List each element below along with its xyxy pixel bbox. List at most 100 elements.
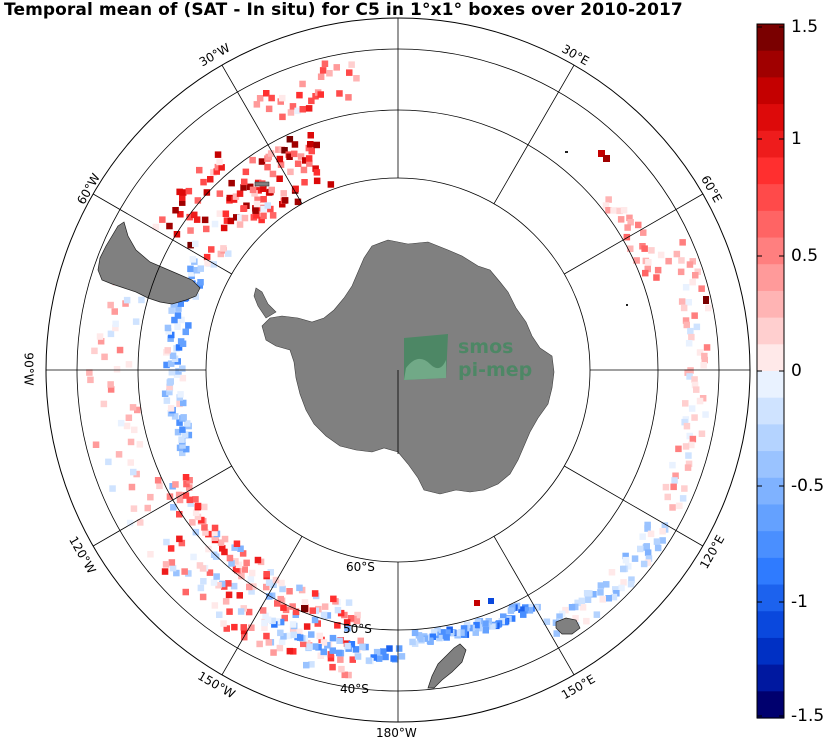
colorbar-band bbox=[757, 237, 784, 265]
data-cell bbox=[613, 590, 620, 597]
data-cell bbox=[249, 186, 257, 194]
data-cell bbox=[336, 649, 343, 657]
data-cell bbox=[633, 257, 640, 264]
data-cell bbox=[169, 352, 177, 359]
data-cell bbox=[488, 598, 494, 604]
data-cell bbox=[686, 373, 693, 380]
data-cell bbox=[373, 648, 381, 656]
data-cell bbox=[179, 199, 186, 206]
data-cell bbox=[138, 296, 145, 304]
data-cell bbox=[211, 534, 218, 541]
data-cell bbox=[329, 663, 336, 671]
data-cell bbox=[304, 639, 311, 647]
data-cell bbox=[691, 381, 699, 389]
colorbar-band bbox=[757, 504, 784, 532]
data-cell bbox=[703, 344, 711, 351]
data-cell bbox=[190, 553, 197, 561]
data-cell bbox=[673, 250, 681, 258]
data-cell bbox=[261, 619, 268, 627]
data-cell bbox=[281, 197, 289, 204]
data-cell bbox=[312, 93, 319, 100]
data-cell bbox=[334, 606, 342, 614]
data-cell bbox=[122, 300, 129, 307]
data-cell bbox=[685, 299, 692, 306]
data-cell bbox=[317, 652, 324, 659]
data-cell bbox=[430, 629, 438, 636]
data-cell bbox=[313, 141, 320, 149]
south-america-land bbox=[97, 221, 201, 305]
data-cell bbox=[320, 648, 327, 656]
data-cell bbox=[692, 272, 699, 279]
data-cell bbox=[177, 338, 185, 345]
data-cell bbox=[345, 599, 353, 606]
data-cell bbox=[136, 441, 144, 448]
colorbar-tick-m1p5: -1.5 bbox=[791, 706, 825, 726]
data-cell bbox=[177, 391, 184, 398]
data-cell bbox=[334, 622, 341, 629]
data-cell bbox=[267, 569, 274, 576]
data-cell bbox=[178, 436, 185, 443]
data-cell bbox=[186, 477, 193, 484]
data-cell bbox=[276, 175, 283, 182]
data-cell bbox=[578, 597, 586, 605]
data-cell bbox=[192, 496, 199, 503]
data-cell bbox=[608, 569, 616, 576]
antarctic-peninsula bbox=[253, 287, 277, 319]
data-cell bbox=[341, 671, 348, 679]
data-cell bbox=[166, 383, 173, 391]
data-cell bbox=[167, 405, 175, 412]
data-cell bbox=[691, 312, 698, 319]
data-cell bbox=[186, 213, 193, 221]
colorbar-band bbox=[757, 664, 784, 692]
data-cell bbox=[657, 251, 665, 259]
data-cell bbox=[415, 632, 423, 639]
data-cell bbox=[164, 347, 171, 354]
data-cell bbox=[329, 634, 337, 642]
data-cell bbox=[289, 621, 297, 628]
data-cell bbox=[134, 406, 141, 414]
data-cell bbox=[689, 278, 696, 286]
data-cell bbox=[176, 496, 184, 504]
data-cell bbox=[237, 545, 244, 552]
data-cell bbox=[174, 323, 181, 330]
data-cell bbox=[678, 298, 686, 305]
data-cell bbox=[696, 397, 704, 405]
data-cell bbox=[179, 426, 186, 433]
data-cell bbox=[253, 101, 261, 108]
data-cell bbox=[258, 158, 266, 165]
data-cell bbox=[237, 214, 244, 221]
meridian-line bbox=[221, 64, 303, 204]
data-cell bbox=[434, 626, 441, 634]
data-cell bbox=[354, 611, 361, 619]
data-cell bbox=[688, 333, 695, 341]
data-cell bbox=[112, 320, 119, 328]
data-cell bbox=[312, 165, 319, 172]
data-cell bbox=[226, 608, 233, 615]
data-cell bbox=[620, 579, 627, 586]
data-cell bbox=[172, 481, 179, 488]
data-cell bbox=[180, 399, 187, 407]
data-cell bbox=[300, 166, 308, 174]
data-cell bbox=[312, 643, 319, 650]
data-cell bbox=[347, 615, 355, 622]
data-cell bbox=[333, 64, 340, 71]
data-cell bbox=[164, 324, 172, 332]
data-cell bbox=[671, 477, 678, 484]
data-cell bbox=[299, 106, 306, 113]
data-cell bbox=[272, 576, 280, 584]
data-cell bbox=[624, 224, 631, 231]
data-cell bbox=[593, 611, 601, 618]
data-cell bbox=[254, 556, 262, 564]
data-cell bbox=[409, 638, 416, 646]
data-cell bbox=[661, 522, 669, 529]
data-cell bbox=[628, 576, 635, 583]
data-cell bbox=[698, 285, 705, 292]
data-cell bbox=[216, 210, 224, 217]
data-cell bbox=[682, 400, 689, 407]
data-cell bbox=[485, 618, 492, 625]
colorbar-band bbox=[757, 477, 784, 506]
data-cell bbox=[653, 274, 660, 281]
data-cell bbox=[252, 207, 259, 214]
data-cell bbox=[197, 584, 205, 592]
data-cell bbox=[324, 642, 331, 649]
